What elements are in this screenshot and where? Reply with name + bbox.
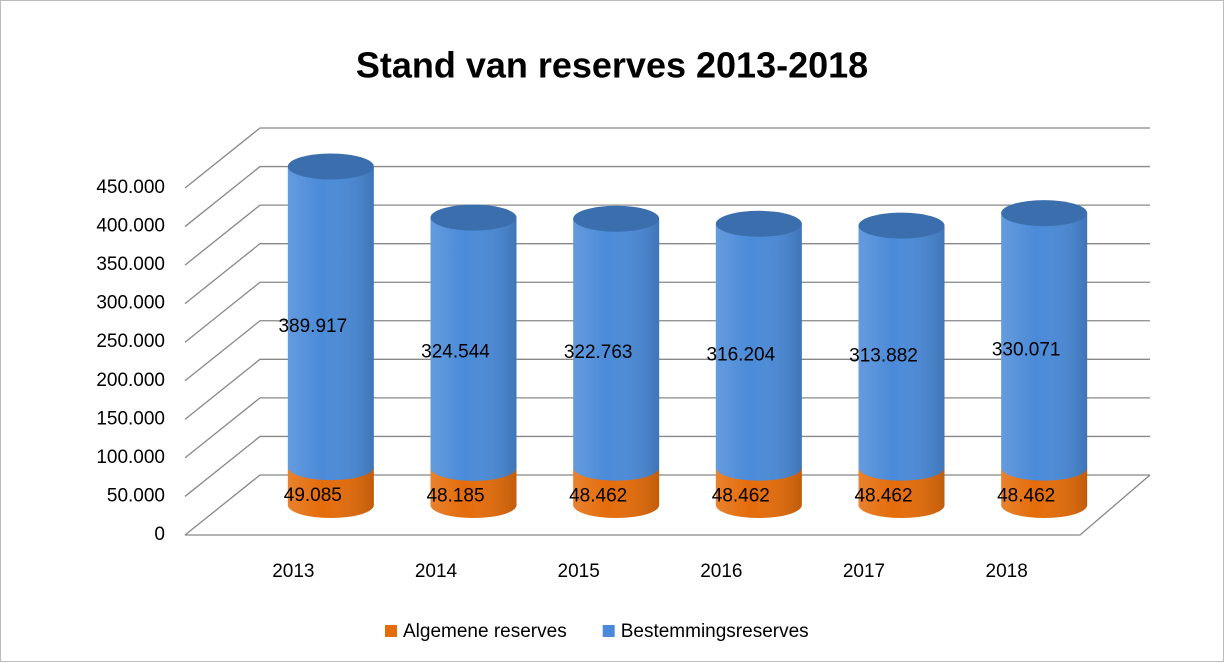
cylinder-shade: [858, 225, 945, 481]
cylinder-shade: [430, 217, 517, 481]
cylinder-shade: [430, 467, 517, 519]
value-label: 324.544: [421, 342, 490, 363]
grid-line: [184, 281, 1150, 343]
legend-label: Bestemmingsreserves: [621, 621, 809, 642]
y-tick-label: 400.000: [96, 216, 165, 237]
floor-edge: [185, 474, 1151, 536]
x-tick-label: 2016: [700, 561, 742, 582]
value-label: 49.085: [284, 485, 342, 506]
cylinder-shade: [858, 467, 945, 519]
y-tick-label: 450.000: [96, 177, 165, 198]
x-tick-label: 2014: [415, 561, 458, 582]
legend-swatch: [385, 625, 397, 637]
cylinder-top: [430, 204, 517, 231]
value-label: 48.462: [997, 485, 1055, 506]
grid-line: [184, 165, 1150, 228]
y-tick-label: 350.000: [96, 254, 165, 275]
cylinder-shade: [1001, 213, 1088, 481]
y-tick-label: 300.000: [96, 293, 165, 314]
value-label: 48.185: [426, 485, 484, 506]
x-tick-label: 2018: [986, 561, 1028, 582]
y-tick-label: 100.000: [96, 447, 165, 468]
y-tick-label: 150.000: [96, 408, 165, 429]
cylinder-shade: [715, 223, 802, 481]
legend-label: Algemene reserves: [403, 621, 567, 642]
cylinder-shade: [573, 218, 660, 481]
x-tick-label: 2013: [272, 561, 314, 582]
y-tick-label: 50.000: [107, 485, 165, 506]
x-tick-label: 2015: [558, 561, 600, 582]
value-label: 48.462: [854, 485, 912, 506]
y-tick-label: 200.000: [96, 370, 165, 391]
x-tick-label: 2017: [843, 561, 885, 582]
value-label: 322.763: [564, 342, 633, 363]
chart-title: Stand van reserves 2013-2018: [356, 45, 868, 86]
cylinder-shade: [287, 467, 374, 519]
cylinder-shade: [573, 467, 660, 519]
value-label: 316.204: [706, 345, 775, 366]
value-label: 313.882: [849, 346, 918, 367]
value-label: 48.462: [712, 485, 770, 506]
cylinder-shade: [715, 467, 802, 519]
value-label: 330.071: [992, 339, 1061, 360]
cylinder-top: [1001, 200, 1088, 227]
value-label: 48.462: [569, 485, 627, 506]
grid-line: [184, 204, 1150, 266]
grid-line: [184, 358, 1150, 420]
grid-line: [184, 320, 1150, 382]
grid-line: [184, 474, 1150, 536]
y-tick-label: 250.000: [96, 331, 165, 352]
cylinder-shade: [287, 166, 374, 481]
cylinder-top: [715, 210, 802, 237]
grid-line: [184, 397, 1150, 459]
grid-line: [184, 243, 1150, 305]
grid-line: [184, 435, 1150, 497]
value-label: 389.917: [278, 316, 347, 337]
y-tick-label: 0: [154, 524, 165, 545]
cylinder-top: [858, 212, 945, 239]
cylinder-top: [573, 205, 660, 232]
cylinder-shade: [1001, 467, 1088, 519]
legend-swatch: [602, 625, 615, 637]
grid-line: [184, 127, 1150, 189]
cylinder-top: [287, 153, 374, 180]
